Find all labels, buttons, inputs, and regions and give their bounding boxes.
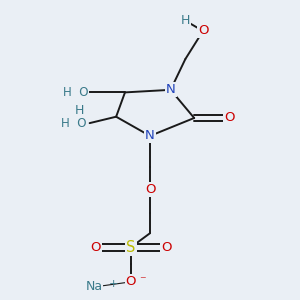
Text: H: H <box>75 104 84 117</box>
Text: Na: Na <box>85 280 103 293</box>
Text: +: + <box>109 279 118 289</box>
Text: H  O: H O <box>61 117 87 130</box>
Text: O: O <box>126 275 136 288</box>
Text: O: O <box>198 24 208 38</box>
Text: O: O <box>161 241 171 254</box>
Text: S: S <box>126 240 136 255</box>
Text: N: N <box>145 129 155 142</box>
Text: N: N <box>166 83 176 96</box>
Text: O: O <box>90 241 101 254</box>
Text: O: O <box>224 112 235 124</box>
Text: O: O <box>145 183 155 196</box>
Text: ⁻: ⁻ <box>139 274 146 287</box>
Text: H: H <box>181 14 190 27</box>
Text: H  O: H O <box>63 86 88 99</box>
